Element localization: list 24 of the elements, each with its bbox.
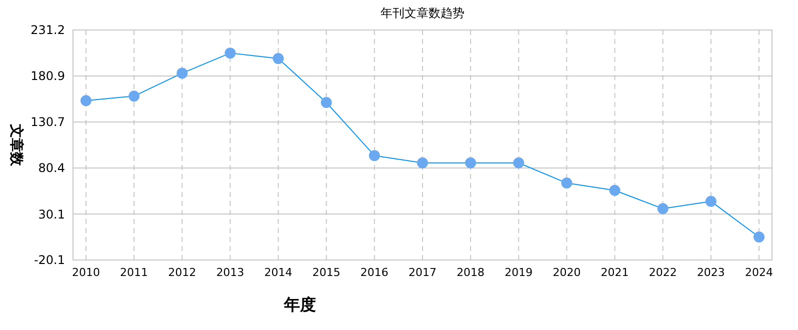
x-axis-title: 年度 — [283, 295, 316, 314]
x-tick-label: 2020 — [552, 266, 581, 279]
x-tick-label: 2024 — [745, 266, 774, 279]
y-axis-title: 文章数 — [8, 123, 25, 167]
x-tick-label: 2019 — [504, 266, 533, 279]
y-tick-label: 80.4 — [38, 161, 65, 176]
x-tick-label: 2016 — [360, 266, 388, 279]
x-tick-label: 2015 — [312, 266, 340, 279]
x-tick-label: 2022 — [648, 266, 677, 279]
chart-title: 年刊文章数趋势 — [380, 6, 464, 20]
x-tick-label: 2017 — [408, 266, 436, 279]
y-tick-label: -20.1 — [34, 253, 65, 268]
y-tick-label: 130.7 — [30, 115, 65, 130]
x-tick-label: 2014 — [264, 266, 292, 279]
x-tick-label: 2023 — [696, 266, 725, 279]
y-tick-label: 30.1 — [38, 207, 65, 222]
x-tick-label: 2011 — [120, 266, 148, 279]
x-tick-label: 2010 — [72, 266, 100, 279]
x-tick-label: 2021 — [600, 266, 629, 279]
y-tick-label: 231.2 — [30, 23, 65, 38]
x-tick-label: 2018 — [456, 266, 485, 279]
y-tick-label: 180.9 — [30, 69, 65, 84]
x-tick-label: 2012 — [168, 266, 196, 279]
x-tick-label: 2013 — [216, 266, 244, 279]
